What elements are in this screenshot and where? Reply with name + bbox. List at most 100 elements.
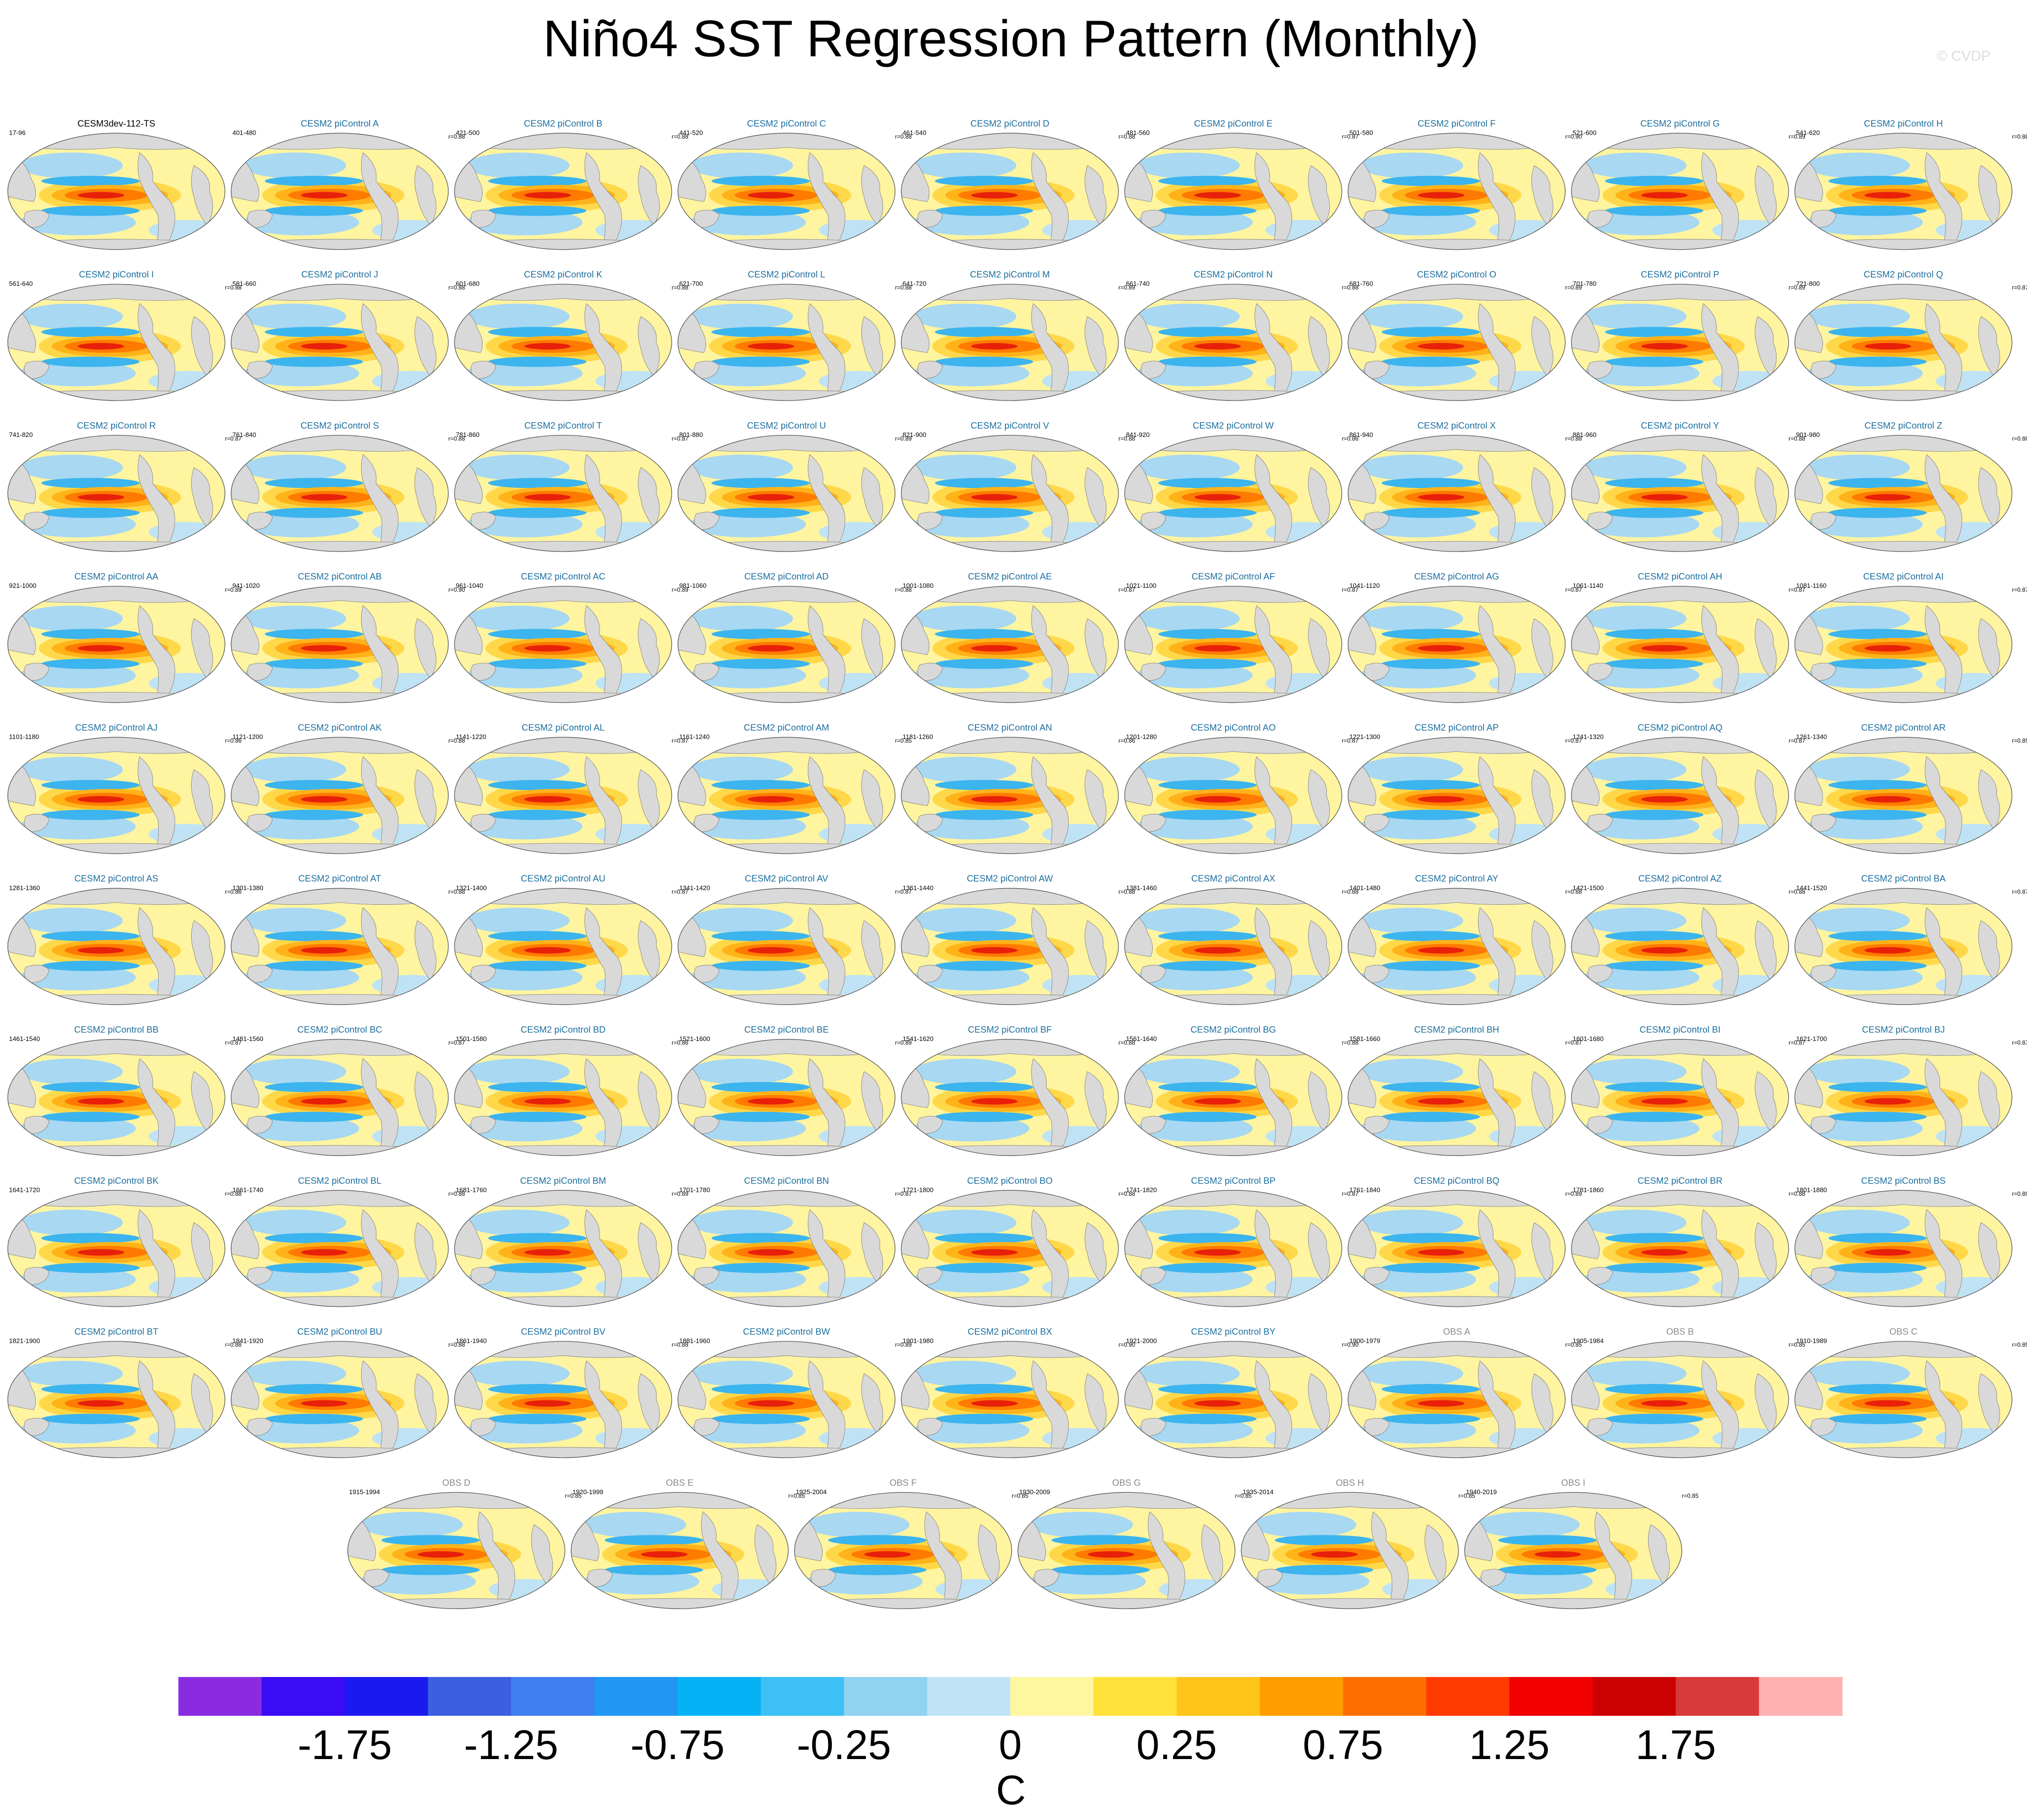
map-panel — [678, 586, 897, 703]
panel: CESM2 piControl I 561-640 r=0.88 — [8, 269, 242, 401]
panel-years: 981-1060 — [679, 582, 707, 589]
panel-years: 1341-1420 — [679, 884, 710, 892]
map-panel — [1348, 133, 1567, 250]
panel-corr: r=0.88 — [448, 435, 465, 442]
panel-years: 1461-1540 — [9, 1035, 40, 1042]
panel-title: CESM2 piControl BG — [1191, 1024, 1276, 1035]
colorbar-box — [428, 1677, 512, 1716]
panel-years: 1661-1740 — [232, 1186, 263, 1193]
panel: CESM2 piControl BF 1541-1620 r=0.88 — [901, 1024, 1135, 1156]
colorbar-box — [1176, 1677, 1260, 1716]
panel: CESM2 piControl AM 1161-1240 r=0.85 — [678, 722, 912, 853]
panel-corr: r=0.87 — [225, 1040, 242, 1046]
panel-years: 1821-1900 — [9, 1337, 40, 1345]
panel-years: 961-1040 — [456, 582, 484, 589]
panel-corr: r=0.85 — [1235, 1492, 1252, 1499]
panel-title: CESM2 piControl BN — [744, 1175, 829, 1185]
panel-corr: r=0.90 — [1565, 133, 1582, 140]
panel-corr: r=0.89 — [672, 586, 688, 593]
map-panel — [455, 133, 673, 250]
map-panel — [1465, 1492, 1684, 1609]
map-panel — [1348, 284, 1567, 401]
colorbar-tick-label: -0.75 — [630, 1722, 725, 1768]
panel-title: CESM2 piControl BH — [1414, 1024, 1499, 1035]
panel: CESM2 piControl H 541-620 r=0.88 — [1795, 118, 2027, 249]
panel-years: 1041-1120 — [1349, 582, 1380, 589]
panel: CESM2 piControl AK 1121-1200 r=0.88 — [231, 722, 465, 853]
map-panel — [231, 284, 450, 401]
panel-years: 601-680 — [456, 280, 480, 288]
panel: CESM2 piControl G 521-600 r=0.89 — [1571, 118, 1805, 249]
panel-years: 1501-1580 — [456, 1035, 487, 1042]
panel-corr: r=0.88 — [225, 1341, 242, 1348]
panel-corr: r=0.89 — [1565, 1190, 1582, 1197]
panel-years: 921-1000 — [9, 582, 36, 589]
map-panel — [1348, 1190, 1567, 1307]
map-panel — [901, 133, 1120, 250]
map-panel — [571, 1492, 790, 1609]
panel-corr: r=0.89 — [2012, 1190, 2027, 1197]
panel: CESM2 piControl AV 1341-1420 r=0.87 — [678, 873, 912, 1005]
panel-title: CESM2 piControl R — [77, 420, 156, 431]
panel-years: 841-920 — [1126, 431, 1149, 438]
panel-title: CESM2 piControl BX — [968, 1327, 1052, 1337]
panel: CESM2 piControl AW 1361-1440 r=0.88 — [901, 873, 1135, 1005]
map-panel — [901, 1190, 1120, 1307]
map-panel — [231, 586, 450, 703]
panel: OBS I 1940-2019 r=0.85 — [1465, 1477, 1699, 1609]
panel-title: CESM2 piControl BF — [968, 1024, 1052, 1035]
panel-corr: r=0.87 — [1789, 1040, 1805, 1046]
colorbar-box — [178, 1677, 262, 1716]
panel-years: 821-900 — [903, 431, 926, 438]
figure-title: Niño4 SST Regression Pattern (Monthly) — [543, 10, 1479, 68]
panel: CESM2 piControl Y 881-960 r=0.88 — [1571, 420, 1805, 551]
map-panel — [348, 1492, 567, 1609]
map-panel — [1795, 1040, 2014, 1156]
panel: OBS B 1905-1984 r=0.85 — [1571, 1327, 1805, 1458]
map-panel — [1348, 737, 1567, 854]
panel-years: 621-700 — [679, 280, 703, 288]
panel-corr: r=0.88 — [448, 1341, 465, 1348]
panel: CESM2 piControl Q 721-800 r=0.87 — [1795, 269, 2027, 401]
panel: CESM2 piControl AT 1301-1380 r=0.88 — [231, 873, 465, 1005]
panel-years: 1561-1640 — [1126, 1035, 1157, 1042]
map-panel — [8, 1190, 227, 1307]
panel: CESM2 piControl BN 1701-1780 r=0.87 — [678, 1175, 912, 1306]
map-panel — [455, 888, 673, 1005]
panel-years: 1521-1600 — [679, 1035, 710, 1042]
map-panel — [455, 737, 673, 854]
panel-years: 881-960 — [1573, 431, 1597, 438]
panel-years: 1910-1989 — [1796, 1337, 1827, 1345]
panel: CESM2 piControl BO 1721-1800 r=0.88 — [901, 1175, 1135, 1306]
map-panel — [901, 435, 1120, 552]
panel-years: 461-540 — [903, 129, 926, 136]
panel-years: 1925-2004 — [796, 1488, 827, 1496]
map-panel — [1125, 435, 1343, 552]
panel-corr: r=0.88 — [2012, 435, 2027, 442]
panel: CESM2 piControl AH 1061-1140 r=0.87 — [1571, 571, 1805, 702]
panel-corr: r=0.88 — [448, 737, 465, 744]
panel-title: CESM2 piControl D — [971, 118, 1050, 128]
map-panel — [1795, 1190, 2014, 1307]
panel-years: 1621-1700 — [1796, 1035, 1827, 1042]
panel-years: 1921-2000 — [1126, 1337, 1157, 1345]
panel-years: 1061-1140 — [1573, 582, 1603, 589]
panel: CESM2 piControl BL 1661-1740 r=0.88 — [231, 1175, 465, 1306]
panel-title: CESM2 piControl BU — [297, 1327, 382, 1337]
panel-title: CESM2 piControl AW — [967, 873, 1054, 884]
panel-years: 441-520 — [679, 129, 703, 136]
panel: OBS E 1920-1999 r=0.85 — [571, 1477, 805, 1609]
colorbar-tick-label: -1.75 — [298, 1722, 392, 1768]
map-panel — [231, 435, 450, 552]
panel-corr: r=0.88 — [1789, 435, 1805, 442]
panel-years: 861-940 — [1349, 431, 1373, 438]
map-panel — [455, 1341, 673, 1458]
panel-title: CESM2 piControl AN — [968, 722, 1052, 732]
panel-title: CESM2 piControl BE — [744, 1024, 829, 1035]
panel-corr: r=0.87 — [672, 737, 688, 744]
panel-title: CESM2 piControl U — [747, 420, 826, 431]
panel-corr: r=0.87 — [1565, 1040, 1582, 1046]
map-panel — [1241, 1492, 1460, 1609]
panel-corr: r=0.87 — [1565, 737, 1582, 744]
panel-title: CESM2 piControl BC — [297, 1024, 382, 1035]
